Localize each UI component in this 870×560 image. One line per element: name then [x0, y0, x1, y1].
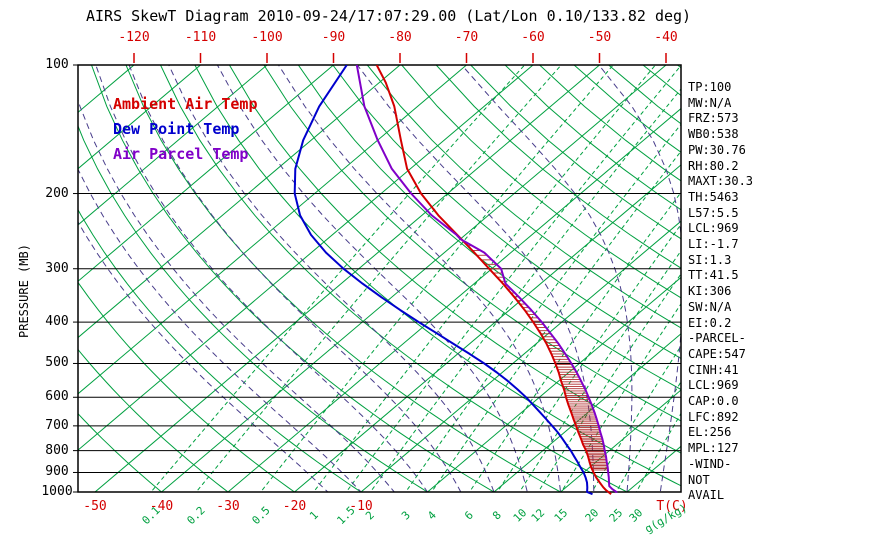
top-temp-ticks — [133, 53, 667, 63]
legend: Ambient Air Temp Dew Point Temp Air Parcel… — [113, 92, 258, 167]
stats-line: MAXT:30.3 — [688, 174, 754, 189]
stats-line: WB0:538 — [688, 127, 739, 142]
stats-line: CAP:0.0 — [688, 394, 739, 409]
stats-line: CAPE:547 — [688, 346, 746, 361]
legend-item-dew-point-temp: Dew Point Temp — [113, 120, 240, 138]
background-lines — [78, 65, 681, 492]
stats-line: SW:N/A — [688, 299, 732, 314]
plot-border — [77, 64, 682, 493]
pressure-axis-title: PRESSURE (MB) — [17, 244, 31, 338]
stats-line: TP:100 — [688, 80, 732, 94]
curve-dew-point-temp — [293, 65, 593, 496]
stats-line: LFC:892 — [688, 409, 739, 424]
stats-line: MPL:127 — [688, 441, 739, 456]
stats-line: RH:80.2 — [688, 158, 739, 173]
stats-line: LCL:969 — [688, 378, 739, 393]
stats-line: PW:30.76 — [688, 142, 746, 157]
legend-item-air-parcel-temp: Air Parcel Temp — [113, 145, 249, 163]
curve-ambient-air-temp — [375, 65, 612, 495]
stats-line: LCL:969 — [688, 221, 739, 236]
stats-line: MW:N/A — [688, 95, 732, 110]
stats-line: TH:5463 — [688, 189, 739, 204]
curve-air-parcel-temp — [355, 65, 618, 494]
stats-line: NOT — [688, 472, 710, 487]
stats-line: L57:5.5 — [688, 205, 739, 220]
stats-line: AVAIL — [688, 488, 725, 503]
stats-line: KI:306 — [688, 284, 732, 299]
legend-item-ambient-air-temp: Ambient Air Temp — [113, 95, 258, 113]
sounding-curves — [293, 65, 618, 496]
stats-line: CINH:41 — [688, 362, 739, 377]
stats-line: SI:1.3 — [688, 252, 732, 267]
stats-line: FRZ:573 — [688, 111, 739, 126]
stats-panel: TP:100 MW:N/A FRZ:573 WB0:538 PW:30.76 RH:80.… — [688, 80, 753, 504]
stats-line: -PARCEL- — [688, 331, 746, 346]
stats-line: EI:0.2 — [688, 315, 732, 330]
stats-line: LI:-1.7 — [688, 237, 739, 252]
stats-line: TT:41.5 — [688, 268, 739, 283]
stats-line: EL:256 — [688, 425, 732, 440]
stats-line: -WIND- — [688, 456, 732, 471]
chart-title: AIRS SkewT Diagram 2010-09-24/17:07:29.0… — [86, 7, 692, 25]
